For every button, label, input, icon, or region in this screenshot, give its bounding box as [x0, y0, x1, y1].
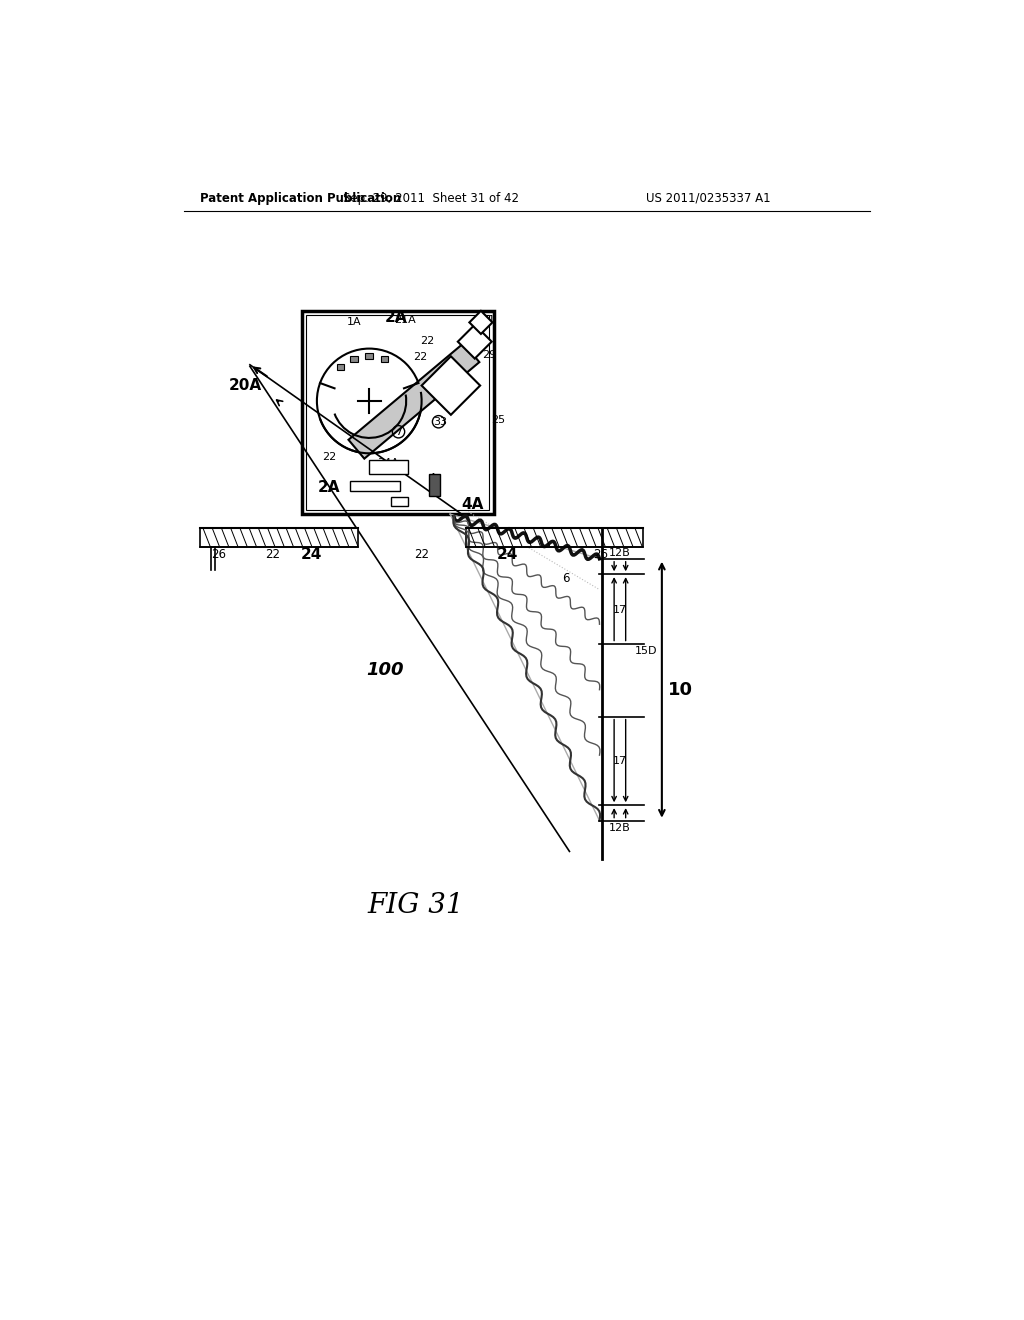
Bar	[391, 498, 408, 507]
Text: 10: 10	[668, 681, 693, 698]
Text: 15D: 15D	[635, 647, 657, 656]
Bar	[370, 461, 408, 474]
Text: 4: 4	[428, 473, 435, 483]
Text: 24: 24	[498, 548, 518, 562]
Text: FIG 31: FIG 31	[368, 892, 464, 919]
Polygon shape	[422, 356, 480, 414]
Polygon shape	[348, 343, 479, 458]
Bar	[306, 315, 489, 510]
Text: 22: 22	[413, 352, 427, 362]
Text: 32: 32	[366, 482, 380, 491]
Text: 26: 26	[593, 548, 608, 561]
Text: 24: 24	[301, 548, 323, 562]
Bar	[350, 356, 357, 362]
Text: 17: 17	[612, 606, 627, 615]
Bar	[337, 363, 344, 370]
Text: Sep. 29, 2011  Sheet 31 of 42: Sep. 29, 2011 Sheet 31 of 42	[343, 191, 519, 205]
Text: 22: 22	[420, 335, 434, 346]
Text: 12B: 12B	[608, 824, 631, 833]
Text: 22: 22	[265, 548, 281, 561]
Bar	[381, 356, 388, 362]
Text: 100: 100	[366, 661, 403, 680]
Text: 12B: 12B	[608, 548, 631, 557]
Text: Patent Application Publication: Patent Application Publication	[200, 191, 401, 205]
Text: 6: 6	[562, 572, 569, 585]
Text: 20A: 20A	[228, 378, 261, 393]
Text: 2A: 2A	[385, 310, 408, 325]
Text: 3A: 3A	[393, 496, 408, 507]
Text: 4A: 4A	[462, 498, 484, 512]
Text: 2A: 2A	[318, 480, 340, 495]
Bar	[350, 480, 400, 491]
Text: 7: 7	[395, 426, 402, 437]
Text: 17: 17	[612, 756, 627, 767]
Text: 30: 30	[439, 378, 461, 393]
Text: 21A: 21A	[394, 315, 416, 325]
Polygon shape	[469, 312, 493, 334]
Bar	[200, 528, 357, 548]
Text: 33: 33	[433, 417, 447, 426]
Bar	[301, 312, 494, 515]
Text: 25: 25	[490, 416, 505, 425]
Bar	[429, 474, 440, 496]
Text: 26: 26	[212, 548, 226, 561]
Text: 21: 21	[481, 315, 495, 325]
Bar	[366, 354, 373, 359]
Polygon shape	[458, 325, 492, 359]
Text: 22: 22	[414, 548, 429, 561]
Bar	[466, 528, 643, 548]
Text: US 2011/0235337 A1: US 2011/0235337 A1	[646, 191, 771, 205]
Text: 34A: 34A	[378, 458, 399, 467]
Text: 29: 29	[482, 350, 497, 360]
Text: 1A: 1A	[346, 317, 361, 327]
Text: 22: 22	[323, 453, 336, 462]
